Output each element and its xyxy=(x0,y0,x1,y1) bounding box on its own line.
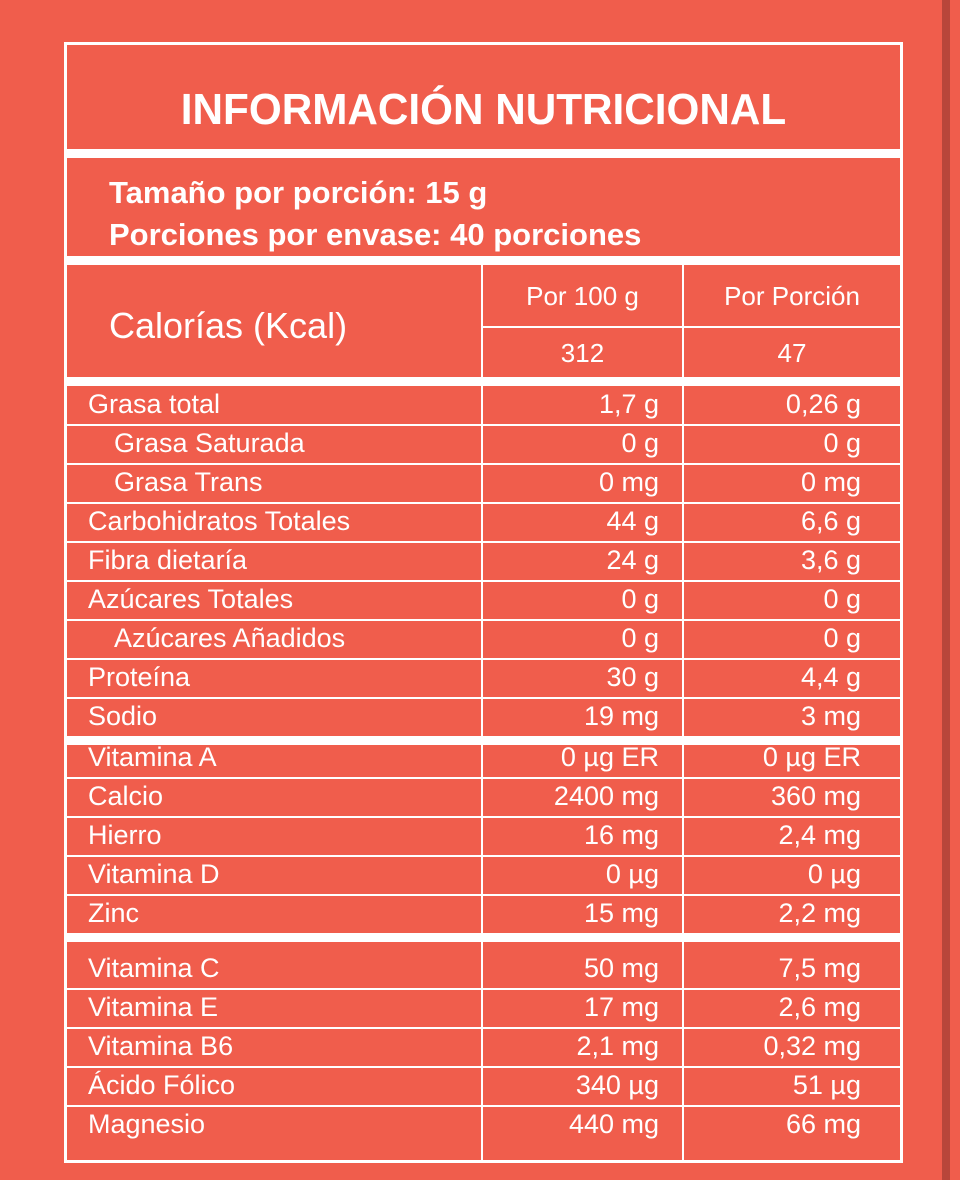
row-label: Fibra dietaría xyxy=(88,545,248,575)
value-per100: 2400 mg xyxy=(553,781,659,811)
row-divider xyxy=(67,424,900,426)
row-divider xyxy=(67,988,900,990)
value-per-portion: 3,6 g xyxy=(800,545,861,575)
value-per-portion: 51 µg xyxy=(792,1070,861,1100)
value-per-portion: 0,26 g xyxy=(785,389,861,419)
value-per100: 19 mg xyxy=(583,701,659,731)
value-per100: 440 mg xyxy=(568,1109,659,1139)
row-label: Magnesio xyxy=(88,1109,206,1139)
value-per100: 24 g xyxy=(606,545,659,575)
row-divider xyxy=(67,463,900,465)
value-per100: 1,7 g xyxy=(598,389,659,419)
row-label: Hierro xyxy=(88,820,162,850)
value-per100: 15 mg xyxy=(583,898,659,928)
row-divider xyxy=(67,1027,900,1029)
row-label: Azúcares Añadidos xyxy=(114,623,346,653)
column-divider-1 xyxy=(481,265,483,1163)
serving-size: Tamaño por porción: 15 g xyxy=(109,175,488,210)
row-label: Ácido Fólico xyxy=(88,1070,236,1100)
value-per100: 0 g xyxy=(621,584,659,614)
value-per-portion: 0 g xyxy=(823,428,861,458)
value-per100: 30 g xyxy=(606,662,659,692)
row-label: Vitamina B6 xyxy=(88,1031,234,1061)
row-divider xyxy=(67,502,900,504)
calories-separator xyxy=(67,377,900,386)
value-per-portion: 2,2 mg xyxy=(778,898,861,928)
section-separator xyxy=(67,736,900,745)
value-per-portion: 7,5 mg xyxy=(778,953,861,983)
row-divider xyxy=(67,1105,900,1107)
calories-label: Calorías (Kcal) xyxy=(109,305,348,346)
value-per100: 0 mg xyxy=(598,467,659,497)
value-per-portion: 2,4 mg xyxy=(778,820,861,850)
row-label: Grasa Saturada xyxy=(114,428,305,458)
value-per-portion: 0 µg xyxy=(807,859,861,889)
row-label: Vitamina A xyxy=(88,742,217,772)
value-per-portion: 3 mg xyxy=(800,701,861,731)
row-divider xyxy=(67,777,900,779)
serving-separator xyxy=(67,256,900,265)
row-divider xyxy=(67,1066,900,1068)
row-divider xyxy=(67,658,900,660)
row-divider xyxy=(67,816,900,818)
value-per-portion: 360 mg xyxy=(770,781,861,811)
row-divider xyxy=(67,894,900,896)
value-per100: 16 mg xyxy=(583,820,659,850)
value-per100: 340 µg xyxy=(575,1070,659,1100)
table-title: INFORMACIÓN NUTRICIONAL xyxy=(180,85,787,134)
value-per100: 2,1 mg xyxy=(576,1031,659,1061)
value-per100: 0 µg xyxy=(605,859,659,889)
value-per100: 0 µg ER xyxy=(560,742,659,772)
column-divider-2 xyxy=(682,265,684,1163)
row-divider xyxy=(67,541,900,543)
title-separator xyxy=(67,149,900,158)
value-per-portion: 0,32 mg xyxy=(763,1031,861,1061)
value-per100: 44 g xyxy=(606,506,659,536)
calories-per-portion: 47 xyxy=(777,338,807,368)
value-per-portion: 0 µg ER xyxy=(762,742,861,772)
value-per100: 50 mg xyxy=(583,953,659,983)
row-divider xyxy=(67,580,900,582)
row-label: Carbohidratos Totales xyxy=(88,506,351,536)
row-label: Calcio xyxy=(88,781,164,811)
col-header-per-portion: Por Porción xyxy=(724,281,860,311)
value-per100: 17 mg xyxy=(583,992,659,1022)
row-label: Sodio xyxy=(88,701,158,731)
row-label: Zinc xyxy=(88,898,140,928)
value-per-portion: 0 g xyxy=(823,623,861,653)
row-label: Vitamina C xyxy=(88,953,220,983)
calories-per100: 312 xyxy=(560,338,605,368)
section-separator xyxy=(67,933,900,942)
value-per-portion: 66 mg xyxy=(785,1109,861,1139)
value-per-portion: 6,6 g xyxy=(800,506,861,536)
calories-header-divider xyxy=(482,326,900,328)
value-per-portion: 0 g xyxy=(823,584,861,614)
row-divider xyxy=(67,619,900,621)
value-per-portion: 2,6 mg xyxy=(778,992,861,1022)
value-per-portion: 4,4 g xyxy=(800,662,861,692)
row-divider xyxy=(67,697,900,699)
row-divider xyxy=(67,855,900,857)
row-label: Grasa Trans xyxy=(114,467,263,497)
nutrition-facts-table: INFORMACIÓN NUTRICIONAL Tamaño por porci… xyxy=(64,42,903,1163)
row-label: Vitamina E xyxy=(88,992,219,1022)
value-per100: 0 g xyxy=(621,623,659,653)
value-per100: 0 g xyxy=(621,428,659,458)
edge-stripe xyxy=(942,0,950,1180)
row-label: Grasa total xyxy=(88,389,221,419)
row-label: Proteína xyxy=(88,662,191,692)
row-label: Azúcares Totales xyxy=(88,584,294,614)
value-per-portion: 0 mg xyxy=(800,467,861,497)
row-label: Vitamina D xyxy=(88,859,220,889)
col-header-per100: Por 100 g xyxy=(526,281,639,311)
servings-per-container: Porciones por envase: 40 porciones xyxy=(109,217,642,252)
